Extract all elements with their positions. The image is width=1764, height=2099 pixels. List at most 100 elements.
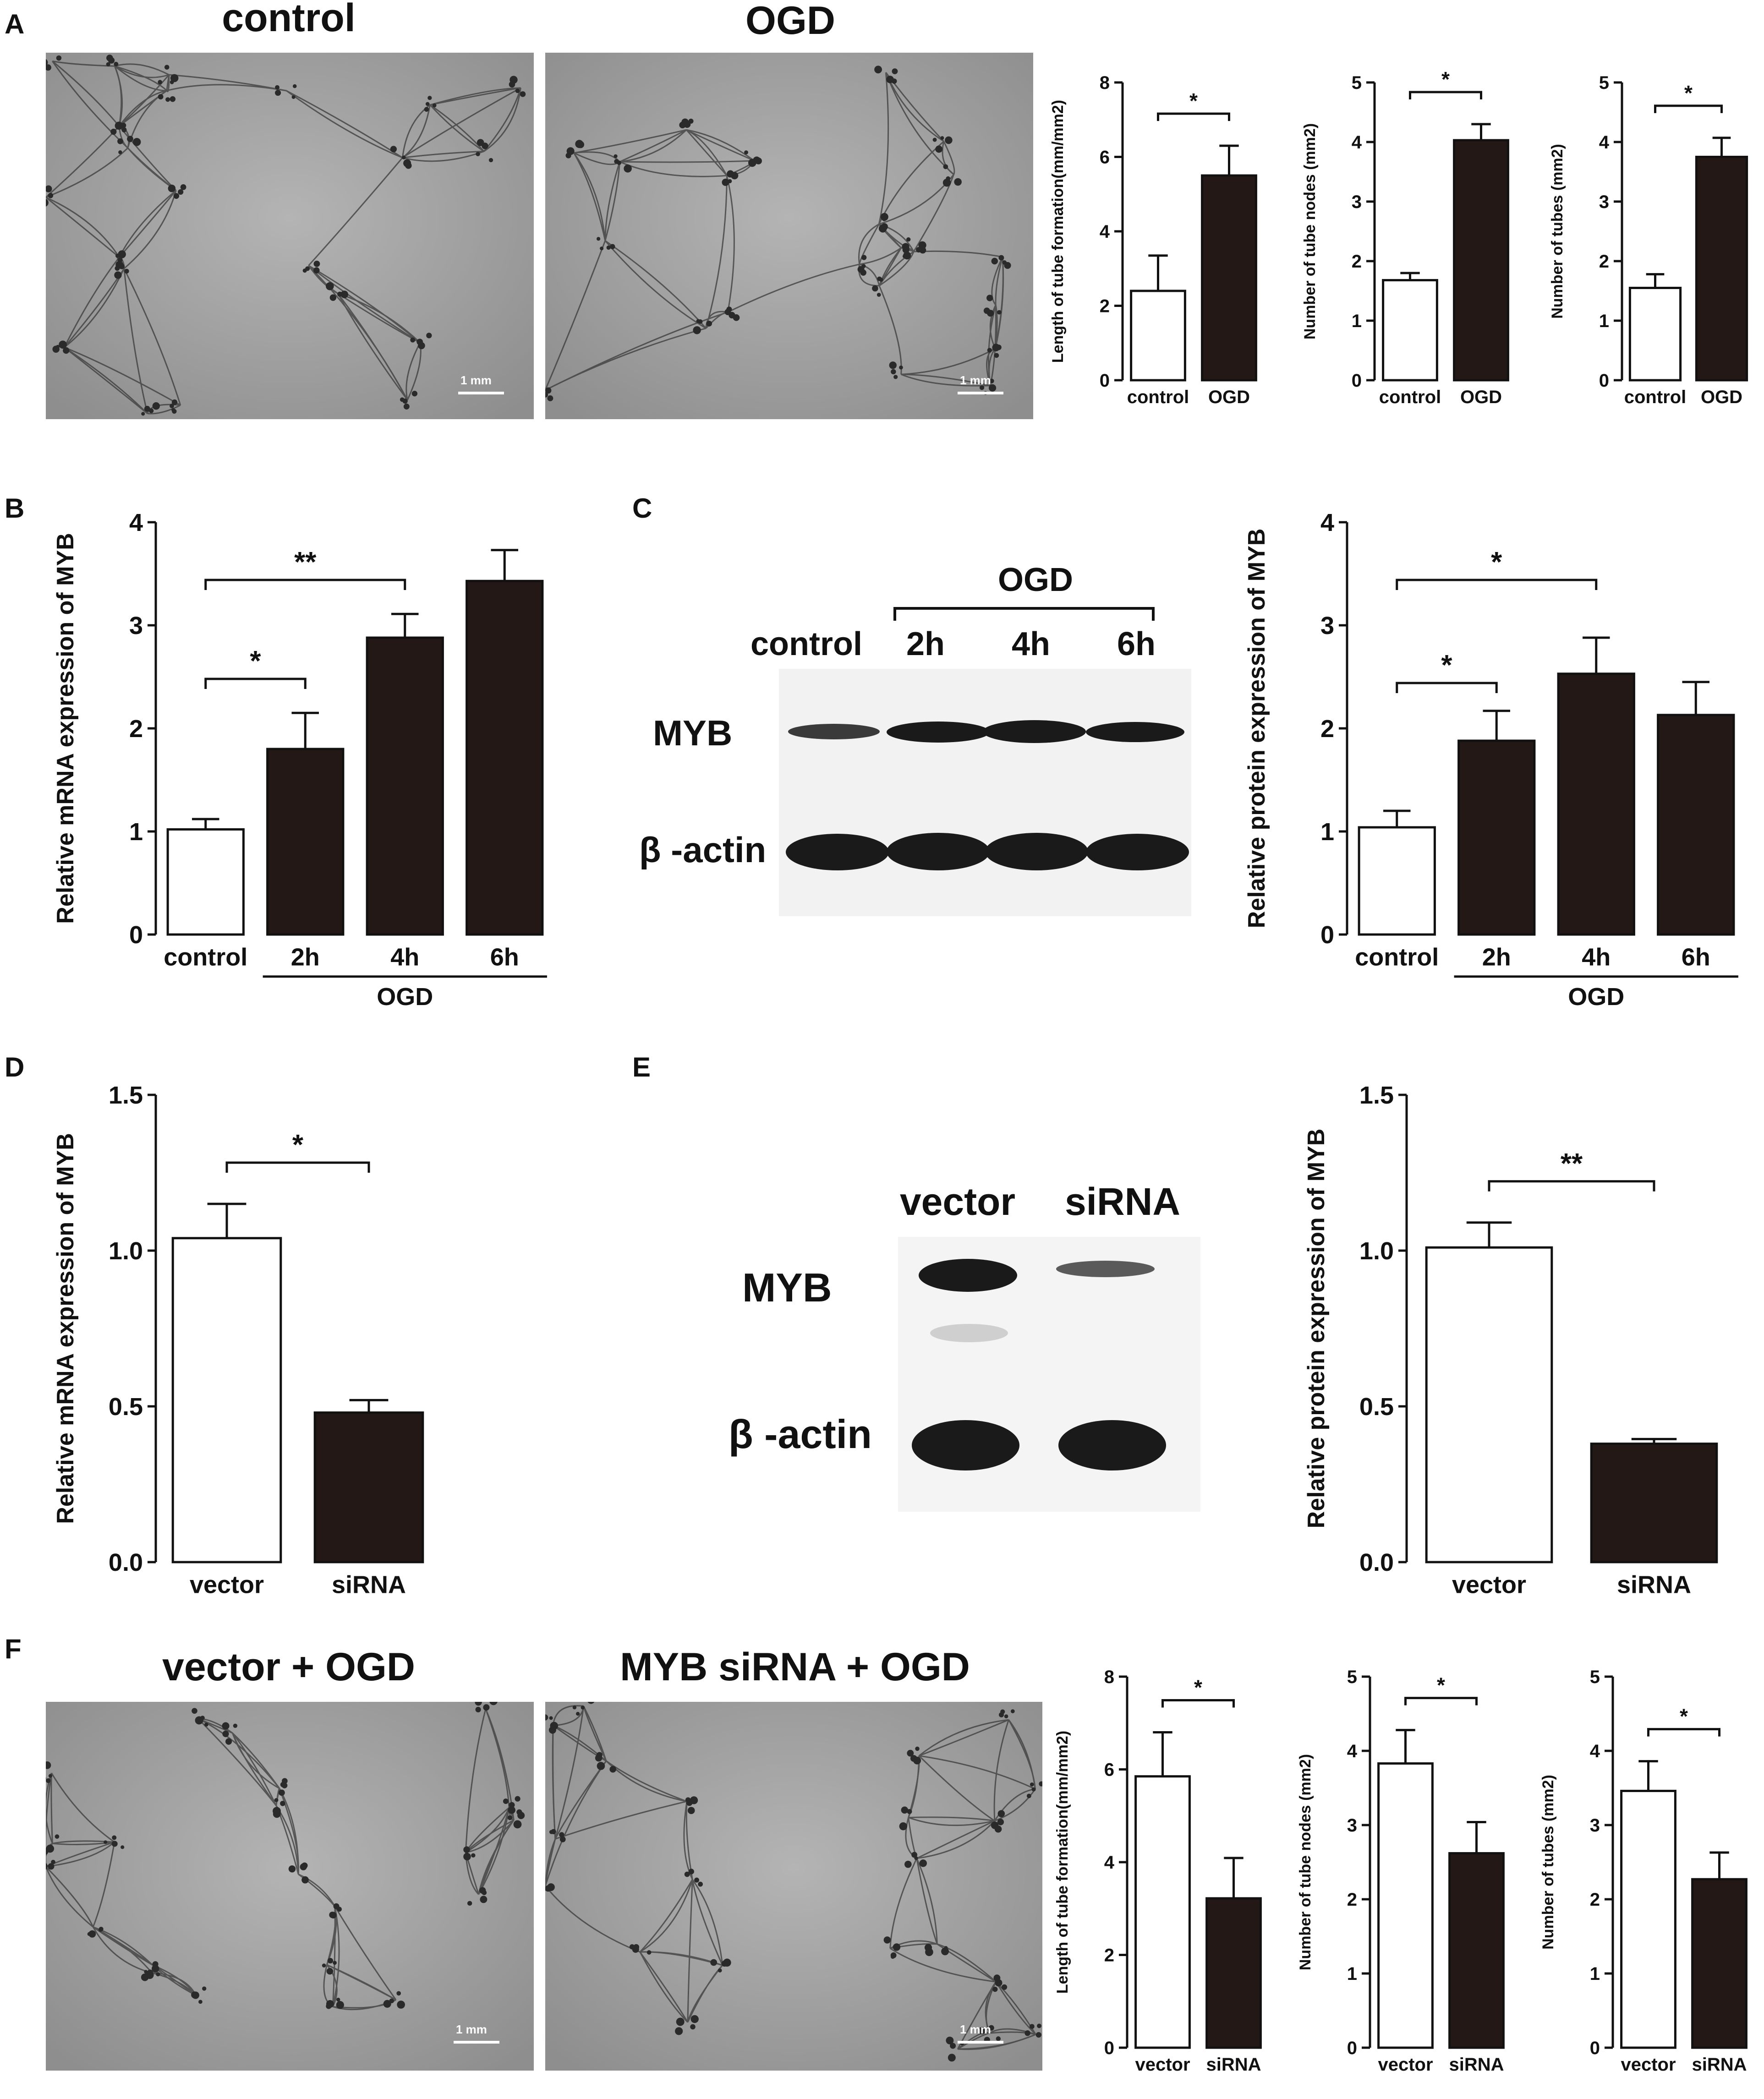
y-tick-label: 3 xyxy=(1347,1815,1357,1836)
bar xyxy=(466,579,544,936)
micrograph-texture xyxy=(46,53,534,419)
y-tick-label: 6 xyxy=(1100,148,1110,168)
micrograph-texture xyxy=(46,1702,534,2071)
y-tick-label: 5 xyxy=(1590,1667,1600,1687)
x-tick-label: vector xyxy=(1452,1571,1526,1599)
bar xyxy=(1382,279,1438,382)
bar xyxy=(1628,287,1682,382)
blot-c-membrane xyxy=(779,669,1191,916)
scale-bar xyxy=(458,392,504,394)
x-tick-label: control xyxy=(164,944,247,971)
bar xyxy=(1377,1762,1434,2049)
panel-letter-b: B xyxy=(5,493,25,524)
blot-e-membrane xyxy=(898,1237,1200,1512)
bar xyxy=(1134,1775,1191,2049)
blot-band xyxy=(786,834,889,870)
x-tick-label: siRNA xyxy=(1692,2055,1747,2075)
y-axis-label: Number of tube nodes (mm2) xyxy=(1301,123,1319,339)
bar xyxy=(1448,1852,1505,2049)
x-tick-label: siRNA xyxy=(1617,1571,1691,1599)
blot-e-lane-vector: vector xyxy=(899,1180,1016,1223)
bar xyxy=(1425,1246,1553,1563)
y-tick-label: 4 xyxy=(1352,132,1362,153)
blot-band xyxy=(1058,1420,1166,1470)
significance-bracket xyxy=(204,678,307,689)
significance-bracket xyxy=(1654,104,1723,113)
bar xyxy=(1691,1878,1748,2049)
micrograph-texture xyxy=(545,1702,1042,2071)
y-tick-label: 2 xyxy=(1347,1890,1357,1910)
y-tick-label: 4 xyxy=(1599,132,1610,153)
y-tick-label: 2 xyxy=(1599,251,1609,272)
y-tick-label: 4 xyxy=(129,509,143,536)
chart-svg: 0 2 4 6 8 Length of tube formation(mm/mm2) con… xyxy=(1049,73,1257,407)
x-tick-label: siRNA xyxy=(1449,2055,1504,2075)
scale-bar xyxy=(958,2041,1003,2044)
chart-mrna-myb-d: 0.0 0.5 1.0 1.5 Relative mRNA expression of … xyxy=(46,1067,458,1622)
panel-letter-d: D xyxy=(5,1052,25,1082)
significance-label: * xyxy=(1189,89,1198,113)
significance-bracket xyxy=(1396,682,1498,693)
x-tick-label: 6h xyxy=(1682,944,1710,971)
bar xyxy=(1657,714,1735,936)
x-tick-label: vector xyxy=(190,1571,264,1599)
x-tick-label: 2h xyxy=(1482,944,1511,971)
y-axis-label: Length of tube formation(mm/mm2) xyxy=(1049,100,1067,363)
y-tick-label: 0.5 xyxy=(1359,1393,1394,1421)
chart-svg: 0 1 2 3 4 5 Number of tubes (mm2) control OGD * xyxy=(1549,73,1748,407)
chart-tube-nodes-a: 0 1 2 3 4 5 Number of tube nodes (mm2) control O… xyxy=(1297,64,1526,431)
y-tick-label: 5 xyxy=(1599,73,1609,93)
x-tick-label: control xyxy=(1127,387,1189,407)
significance-bracket xyxy=(1157,112,1230,121)
blot-c-group-line xyxy=(893,607,1155,610)
y-tick-label: 0 xyxy=(129,921,143,949)
panel-letter-c: C xyxy=(632,493,652,524)
y-tick-label: 2 xyxy=(1352,251,1362,272)
y-tick-label: 4 xyxy=(1347,1741,1358,1761)
chart-tube-nodes-f: 0 1 2 3 4 5 Number of tube nodes (mm2) vector si… xyxy=(1292,1658,1521,2098)
chart-svg: 0 1 2 3 4 5 Number of tube nodes (mm2) vector si… xyxy=(1297,1667,1505,2075)
bar xyxy=(366,636,444,936)
chart-svg: 0.0 0.5 1.0 1.5 Relative mRNA expression of … xyxy=(52,1082,424,1599)
x-tick-label: 4h xyxy=(1582,944,1611,971)
y-axis-label: Number of tube nodes (mm2) xyxy=(1297,1754,1314,1970)
y-tick-label: 4 xyxy=(1100,222,1110,242)
significance-bracket xyxy=(1409,91,1482,99)
blot-band xyxy=(985,833,1088,870)
blot-band xyxy=(919,1259,1017,1292)
y-tick-label: 0.0 xyxy=(109,1549,143,1576)
chart-mrna-myb-b: 0 1 2 3 4 Relative mRNA expression of MYB cont… xyxy=(46,495,573,1026)
y-tick-label: 4 xyxy=(1590,1741,1600,1761)
x-tick-label: 2h xyxy=(291,944,320,971)
scale-bar xyxy=(454,2041,499,2044)
micrograph-myb-sirna-ogd: 1 mm xyxy=(545,1702,1042,2071)
bar xyxy=(166,828,245,936)
micrograph-control: 1 mm xyxy=(46,53,534,419)
scale-bar-label: 1 mm xyxy=(460,373,492,387)
blot-band xyxy=(788,724,880,739)
x-tick-label: OGD xyxy=(1460,387,1502,407)
blot-c-lane-6h: 6h xyxy=(1117,626,1156,662)
y-tick-label: 2 xyxy=(1590,1890,1600,1910)
micrograph-title-vector-ogd: vector + OGD xyxy=(162,1645,416,1689)
y-tick-label: 3 xyxy=(129,612,143,640)
y-axis-label: Relative protein expression of MYB xyxy=(1244,529,1270,929)
bar xyxy=(1358,826,1436,936)
bar xyxy=(1130,290,1186,382)
blot-faint-band xyxy=(930,1324,1008,1342)
significance-label: * xyxy=(1441,67,1450,91)
bar xyxy=(1453,139,1509,382)
y-tick-label: 8 xyxy=(1100,73,1110,93)
micrograph-title-myb-sirna-ogd: MYB siRNA + OGD xyxy=(620,1645,970,1689)
y-axis-label: Length of tube formation(mm/mm2) xyxy=(1054,1731,1071,1994)
y-tick-label: 6 xyxy=(1104,1760,1114,1780)
y-tick-label: 2 xyxy=(1104,1946,1114,1966)
y-tick-label: 1 xyxy=(1320,818,1334,846)
blot-band xyxy=(1086,834,1189,870)
micrograph-title-control: control xyxy=(222,0,356,40)
blot-e-row-actin: β -actin xyxy=(729,1411,872,1457)
significance-bracket xyxy=(225,1161,370,1173)
y-tick-label: 4 xyxy=(1104,1853,1115,1873)
x-tick-label: 6h xyxy=(490,944,519,971)
chart-protein-myb-c: 0 1 2 3 4 Relative protein expression of MYB c… xyxy=(1237,495,1764,1026)
